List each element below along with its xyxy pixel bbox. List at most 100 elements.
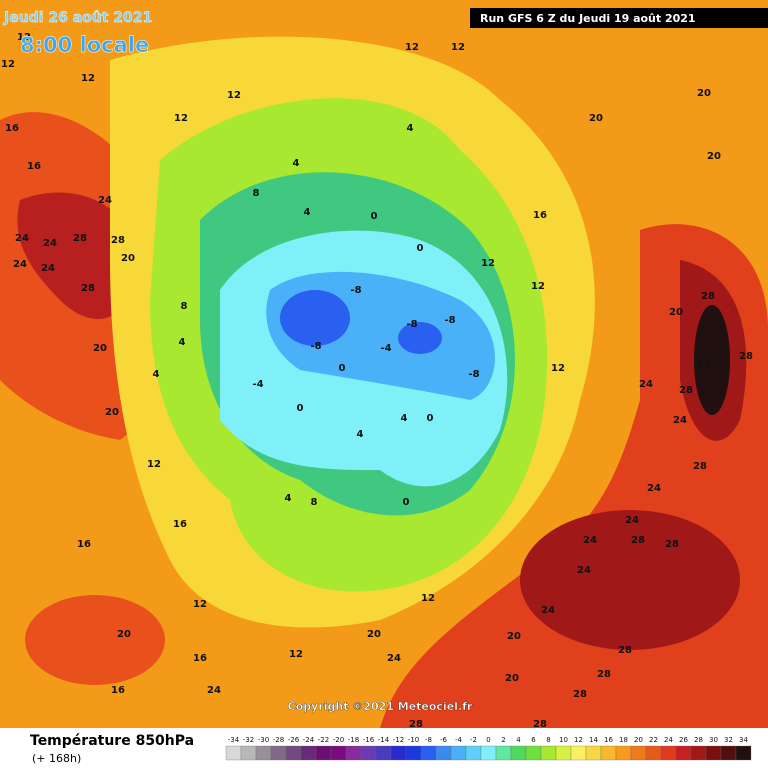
- contour-label: 28: [73, 233, 87, 244]
- contour-label: -8: [350, 285, 361, 296]
- contour-label: -8: [310, 341, 321, 352]
- legend-tick-label: 26: [679, 736, 688, 744]
- contour-label: 28: [597, 669, 611, 680]
- legend-swatch: [420, 745, 437, 761]
- legend-tick-label: 32: [724, 736, 733, 744]
- contour-label: -8: [406, 319, 417, 330]
- legend-tick-label: 22: [649, 736, 658, 744]
- contour-label: 16: [111, 685, 125, 696]
- legend-tick-label: 14: [589, 736, 598, 744]
- legend-swatch: [585, 745, 602, 761]
- contour-label: 16: [193, 653, 207, 664]
- legend-swatch: [540, 745, 557, 761]
- region-freezing: [280, 290, 350, 346]
- contour-label: 12: [81, 73, 95, 84]
- run-info: Run GFS 6 Z du Jeudi 19 août 2021: [480, 12, 696, 25]
- contour-label: 8: [181, 301, 188, 312]
- contour-label: 12: [147, 459, 161, 470]
- legend-swatch: [345, 745, 362, 761]
- legend-swatch: [720, 745, 737, 761]
- region-hot: [17, 192, 141, 320]
- contour-label: 28: [665, 539, 679, 550]
- contour-label: 16: [533, 210, 547, 221]
- legend-tick-label: 20: [634, 736, 643, 744]
- contour-label: 16: [5, 123, 19, 134]
- contour-label: 12: [551, 363, 565, 374]
- contour-label: 24: [387, 653, 401, 664]
- contour-label: 4: [357, 429, 364, 440]
- contour-label: 28: [679, 385, 693, 396]
- contour-label: 12: [405, 42, 419, 53]
- contour-label: 24: [625, 515, 639, 526]
- region-hot: [520, 510, 740, 650]
- legend-tick-label: -4: [455, 736, 463, 744]
- contour-label: 8: [253, 188, 260, 199]
- legend-swatch: [615, 745, 632, 761]
- contour-label: 28: [697, 359, 711, 370]
- contour-label: 24: [583, 535, 597, 546]
- contour-label: -8: [444, 315, 455, 326]
- legend-swatch: [600, 745, 617, 761]
- contour-label: 24: [541, 605, 555, 616]
- contour-label: 4: [285, 493, 292, 504]
- contour-label: 20: [121, 253, 135, 264]
- legend-tick-label: -24: [303, 736, 315, 744]
- legend-tick-label: -16: [363, 736, 375, 744]
- contour-label: -4: [380, 343, 391, 354]
- contour-label: 12: [531, 281, 545, 292]
- legend-tick-label: -6: [440, 736, 448, 744]
- contour-label: 20: [117, 629, 131, 640]
- legend-swatch: [450, 745, 467, 761]
- legend-tick-label: 2: [501, 736, 505, 744]
- legend-swatch: [435, 745, 452, 761]
- contour-label: 28: [739, 351, 753, 362]
- contour-label: 24: [13, 259, 27, 270]
- run-box: [470, 8, 768, 28]
- contour-label: 28: [693, 461, 707, 472]
- contour-label: 24: [647, 483, 661, 494]
- legend-tick-label: -12: [393, 736, 404, 744]
- legend-swatch: [495, 745, 512, 761]
- legend-tick-label: -14: [378, 736, 390, 744]
- copyright: Copyright ©2021 Meteociel.fr: [288, 700, 473, 713]
- contour-label: 12: [451, 42, 465, 53]
- contour-label: 12: [421, 593, 435, 604]
- legend-swatch: [375, 745, 392, 761]
- region-warm: [25, 595, 165, 685]
- legend-tick-label: 0: [486, 736, 490, 744]
- legend-tick-label: 12: [574, 736, 583, 744]
- forecast-date: Jeudi 26 août 2021: [3, 10, 152, 26]
- legend-tick-label: -8: [425, 736, 432, 744]
- contour-label: 20: [93, 343, 107, 354]
- legend-swatch: [465, 745, 482, 761]
- legend-tick-label: -18: [348, 736, 359, 744]
- field-title: Température 850hPa: [30, 733, 194, 749]
- legend-swatch: [270, 745, 287, 761]
- legend-tick-label: -2: [470, 736, 477, 744]
- contour-label: 20: [589, 113, 603, 124]
- contour-label: 24: [98, 195, 112, 206]
- legend-tick-label: -26: [288, 736, 300, 744]
- legend-tick-label: 10: [559, 736, 568, 744]
- contour-label: 4: [293, 158, 300, 169]
- legend-tick-label: -30: [258, 736, 269, 744]
- contour-label: 12: [174, 113, 188, 124]
- contour-label: 0: [403, 497, 410, 508]
- contour-label: 0: [339, 363, 346, 374]
- contour-label: 24: [41, 263, 55, 274]
- contour-label: 24: [15, 233, 29, 244]
- legend-swatch: [405, 745, 422, 761]
- contour-label: 28: [573, 689, 587, 700]
- legend-swatch: [300, 745, 317, 761]
- legend-swatch: [570, 745, 587, 761]
- contour-label: 4: [401, 413, 408, 424]
- legend-swatch: [630, 745, 647, 761]
- region-extreme: [694, 305, 730, 415]
- legend-tick-label: 18: [619, 736, 628, 744]
- contour-label: -8: [468, 369, 479, 380]
- contour-label: 20: [707, 151, 721, 162]
- legend-tick-label: 28: [694, 736, 703, 744]
- legend-tick-label: -20: [333, 736, 344, 744]
- legend-swatch: [735, 745, 752, 761]
